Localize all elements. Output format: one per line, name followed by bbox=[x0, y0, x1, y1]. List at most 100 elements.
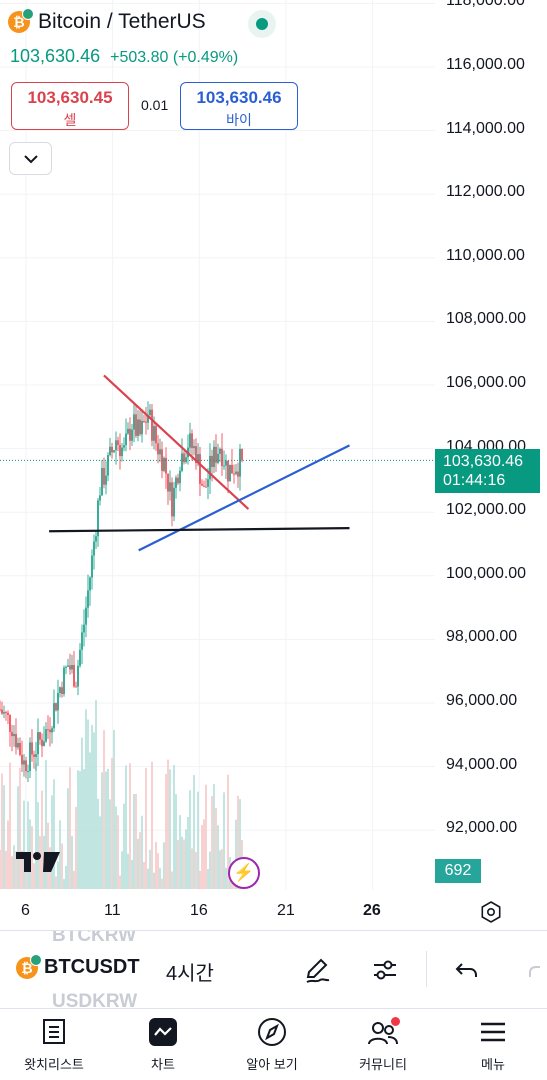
volume-bar bbox=[129, 763, 131, 889]
candle-body bbox=[231, 464, 233, 474]
volume-bar bbox=[209, 851, 211, 889]
candle-body bbox=[119, 444, 121, 457]
chevron-down-icon bbox=[23, 154, 38, 163]
volume-value-label: 692 bbox=[435, 859, 481, 883]
pencil-icon[interactable] bbox=[302, 955, 332, 985]
buy-price: 103,630.46 bbox=[196, 88, 282, 107]
candle-body bbox=[207, 479, 209, 487]
volume-bar bbox=[153, 872, 155, 889]
candle-body bbox=[1, 709, 3, 714]
flash-icon[interactable]: ⚡ bbox=[228, 857, 260, 889]
symbol-header[interactable]: ₿ Bitcoin / TetherUS bbox=[8, 8, 206, 34]
next-symbol[interactable]: USDKRW bbox=[52, 991, 138, 1008]
candle-body bbox=[171, 482, 173, 517]
price-tick: 94,000.00 bbox=[446, 755, 518, 773]
candle-body bbox=[113, 450, 115, 453]
volume-bar bbox=[55, 876, 57, 889]
redo-icon[interactable] bbox=[522, 955, 547, 985]
volume-bar bbox=[73, 870, 75, 889]
volume-bar bbox=[99, 816, 101, 889]
volume-bar bbox=[89, 752, 91, 889]
volume-bar bbox=[187, 817, 189, 889]
candle-body bbox=[51, 728, 53, 733]
candle-body bbox=[163, 457, 165, 471]
drawings[interactable] bbox=[49, 374, 350, 552]
chart-icon bbox=[149, 1018, 177, 1046]
nav-label: 커뮤니티 bbox=[359, 1057, 407, 1072]
candle-body bbox=[211, 455, 213, 468]
menu-icon bbox=[481, 1022, 505, 1042]
volume-bar bbox=[93, 732, 95, 889]
sell-button[interactable]: 103,630.45 셀 bbox=[11, 82, 129, 130]
candle-body bbox=[143, 420, 145, 422]
volume-bar bbox=[95, 700, 97, 889]
prev-symbol[interactable]: BTCKRW bbox=[52, 930, 137, 946]
price-tick: 100,000.00 bbox=[446, 564, 527, 582]
nav-explore[interactable]: 알아 보기 bbox=[222, 1009, 322, 1080]
sliders-icon[interactable] bbox=[370, 955, 400, 985]
volume-bar bbox=[217, 825, 219, 889]
volume-bar bbox=[169, 769, 171, 889]
candle-body bbox=[215, 446, 217, 463]
nav-menu[interactable]: 메뉴 bbox=[443, 1009, 543, 1080]
candle-body bbox=[61, 687, 63, 695]
volume-bar bbox=[45, 760, 47, 889]
buy-button[interactable]: 103,630.46 바이 bbox=[180, 82, 298, 130]
volume-bar bbox=[191, 848, 193, 889]
price-chart[interactable] bbox=[0, 0, 547, 930]
nav-community[interactable]: 커뮤니티 bbox=[333, 1009, 433, 1080]
candle-body bbox=[195, 446, 197, 464]
volume-bar bbox=[97, 798, 99, 889]
market-open-status-icon[interactable] bbox=[248, 10, 276, 38]
chart-settings-icon[interactable] bbox=[479, 900, 503, 924]
candle-body bbox=[95, 536, 97, 542]
volume-bar bbox=[23, 800, 25, 889]
candle-body bbox=[157, 443, 159, 455]
candle-body bbox=[27, 771, 29, 773]
price-tick: 92,000.00 bbox=[446, 819, 518, 837]
candle-body bbox=[3, 712, 5, 714]
candle-body bbox=[73, 664, 75, 687]
volume-bar bbox=[9, 762, 11, 889]
price-summary: 103,630.46 +503.80 (+0.49%) bbox=[10, 46, 238, 67]
candle-body bbox=[189, 433, 191, 448]
candle-body bbox=[199, 454, 201, 484]
volume-bar bbox=[67, 788, 69, 889]
undo-icon[interactable] bbox=[452, 955, 482, 985]
volume-bar bbox=[219, 850, 221, 889]
candle-body bbox=[141, 420, 143, 435]
candle-body bbox=[37, 732, 39, 755]
candle-body bbox=[137, 419, 139, 436]
price-tick: 114,000.00 bbox=[446, 119, 525, 137]
candle-body bbox=[121, 447, 123, 457]
symbol-selector[interactable]: ₿ BTCUSDT bbox=[16, 953, 140, 979]
candle-body bbox=[175, 477, 177, 488]
volume-bar bbox=[21, 850, 23, 889]
time-tick: 16 bbox=[190, 902, 208, 919]
volume-bar bbox=[85, 709, 87, 889]
nav-label: 왓치리스트 bbox=[24, 1057, 84, 1072]
time-tick: 21 bbox=[277, 902, 295, 919]
volume-bar bbox=[33, 863, 35, 889]
nav-watchlist[interactable]: 왓치리스트 bbox=[4, 1009, 104, 1080]
volume-bar bbox=[207, 868, 209, 889]
collapse-legend-button[interactable] bbox=[9, 142, 52, 175]
candle-body bbox=[19, 742, 21, 755]
volume-bar bbox=[7, 820, 9, 889]
volume-bar bbox=[157, 853, 159, 889]
candle-body bbox=[23, 760, 25, 765]
candle-body bbox=[117, 440, 119, 445]
candle-body bbox=[209, 455, 211, 480]
candle-body bbox=[191, 433, 193, 449]
candle-body bbox=[67, 665, 69, 667]
chart-grid bbox=[0, 0, 435, 890]
volume-bar bbox=[61, 843, 63, 889]
candle-body bbox=[69, 665, 71, 670]
interval-selector[interactable]: 4시간 bbox=[166, 963, 214, 985]
price-tick: 102,000.00 bbox=[446, 501, 527, 519]
volume-bar bbox=[119, 875, 121, 889]
candle-body bbox=[111, 446, 113, 453]
nav-chart[interactable]: 차트 bbox=[113, 1009, 213, 1080]
candle-body bbox=[225, 460, 227, 466]
notification-dot bbox=[391, 1017, 400, 1026]
